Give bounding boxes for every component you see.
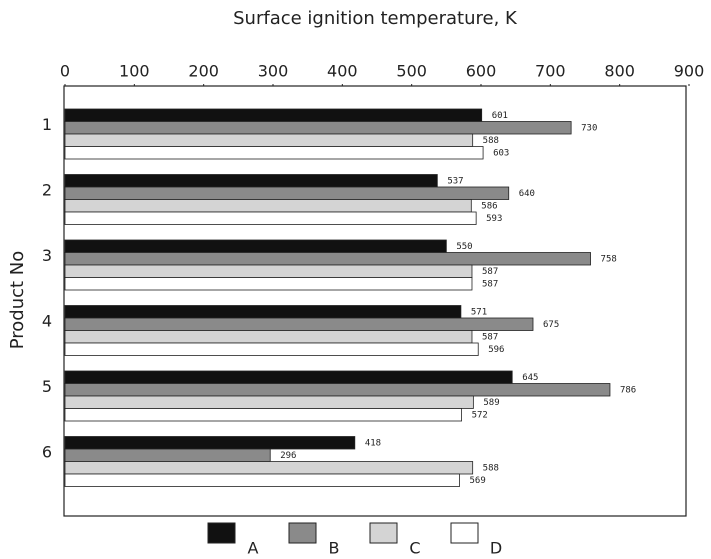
data-label: 587: [482, 279, 498, 289]
bar: [64, 461, 474, 475]
bar: [64, 370, 513, 384]
x-tick-label: 800: [604, 62, 635, 81]
bar: [64, 395, 474, 409]
bar: [64, 174, 438, 188]
data-label: 603: [493, 148, 509, 158]
legend-label: A: [248, 539, 259, 558]
legend-swatch: [369, 522, 398, 544]
data-label: 550: [456, 242, 472, 252]
x-tick-label: 600: [466, 62, 497, 81]
y-tick-label: 3: [42, 246, 52, 265]
legend-swatch: [450, 522, 479, 544]
x-tick-label: 500: [396, 62, 427, 81]
x-tick-label: 100: [119, 62, 150, 81]
x-tick-label: 400: [327, 62, 358, 81]
data-label: 601: [492, 111, 508, 121]
data-label: 586: [481, 201, 497, 211]
data-label: 569: [470, 476, 486, 486]
legend-label: B: [329, 539, 340, 558]
bar: [64, 305, 462, 319]
bar: [64, 317, 534, 331]
data-label: 418: [365, 438, 381, 448]
x-tick-label: 300: [258, 62, 289, 81]
bar: [64, 211, 477, 225]
y-axis-label: Product No: [7, 251, 28, 350]
legend-swatch: [207, 522, 236, 544]
data-label: 588: [483, 136, 499, 146]
y-tick-label: 6: [42, 443, 52, 462]
data-label: 596: [488, 345, 504, 355]
legend-swatch: [288, 522, 317, 544]
x-tick-label: 200: [188, 62, 219, 81]
data-label: 537: [447, 176, 463, 186]
bar: [64, 408, 462, 422]
x-tick-label: 0: [60, 62, 70, 81]
bar: [64, 473, 460, 487]
bar: [64, 448, 271, 462]
bar: [64, 342, 479, 356]
data-label: 588: [483, 463, 499, 473]
legend-label: C: [409, 539, 420, 558]
bar: [64, 199, 472, 213]
bar: [64, 239, 447, 253]
bar: [64, 277, 473, 291]
bar: [64, 108, 483, 122]
y-tick-label: 4: [42, 312, 52, 331]
legend-label: D: [490, 539, 502, 558]
chart-title: Surface ignition temperature, K: [233, 8, 518, 29]
bar: [64, 186, 510, 200]
bar: [64, 436, 356, 450]
data-label: 587: [482, 267, 498, 277]
bar: [64, 383, 611, 397]
data-label: 645: [522, 373, 538, 383]
data-label: 640: [519, 189, 535, 199]
x-tick-label: 700: [535, 62, 566, 81]
bar: [64, 146, 484, 160]
data-label: 758: [601, 254, 617, 264]
y-tick-label: 1: [42, 115, 52, 134]
plot-frame: [63, 85, 687, 517]
data-label: 572: [472, 410, 488, 420]
data-label: 589: [483, 398, 499, 408]
bar: [64, 252, 591, 266]
bar: [64, 121, 572, 135]
data-label: 296: [280, 451, 296, 461]
y-tick-label: 2: [42, 181, 52, 200]
data-label: 571: [471, 307, 487, 317]
data-label: 675: [543, 320, 559, 330]
bar: [64, 330, 473, 344]
data-label: 587: [482, 332, 498, 342]
data-label: 593: [486, 214, 502, 224]
y-tick-label: 5: [42, 377, 52, 396]
x-tick-label: 900: [674, 62, 705, 81]
bar: [64, 264, 473, 278]
data-label: 786: [620, 385, 636, 395]
bar: [64, 133, 474, 147]
data-label: 730: [581, 123, 597, 133]
